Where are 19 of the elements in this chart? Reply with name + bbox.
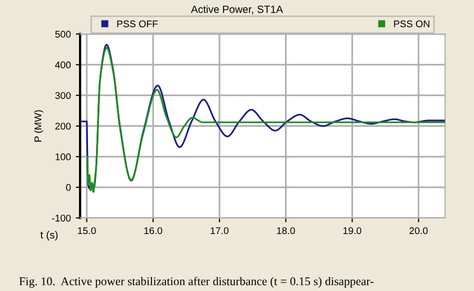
x-axis-title: t (s) xyxy=(40,230,58,241)
x-tick-label: 18.0 xyxy=(277,227,295,234)
x-tick-label: 17.0 xyxy=(210,227,229,234)
caption: Fig. 10. Active power stabilization after disturbance (t = 0.15 s) disappear- xyxy=(19,276,374,288)
y-axis-title: P (MW) xyxy=(34,110,44,142)
y-tick-label: 0 xyxy=(66,184,71,191)
y-tick-label: 200 xyxy=(55,122,71,130)
x-tick-label: 20.0 xyxy=(410,227,428,234)
y-tick-label: 500 xyxy=(55,30,71,38)
y-tick-label: 400 xyxy=(55,61,71,68)
legend-label: PSS ON xyxy=(394,20,430,28)
chart-title: Active Power, ST1A xyxy=(190,5,284,14)
x-tick-label: 16.0 xyxy=(144,227,162,234)
x-tick-label: 19.0 xyxy=(343,227,362,234)
y-tick-label: 300 xyxy=(55,92,71,99)
y-tick-label: -100 xyxy=(52,214,71,222)
x-tick-label: 15.0 xyxy=(78,227,96,234)
legend-label: PSS OFF xyxy=(117,20,158,28)
y-tick-label: 100 xyxy=(56,153,71,160)
